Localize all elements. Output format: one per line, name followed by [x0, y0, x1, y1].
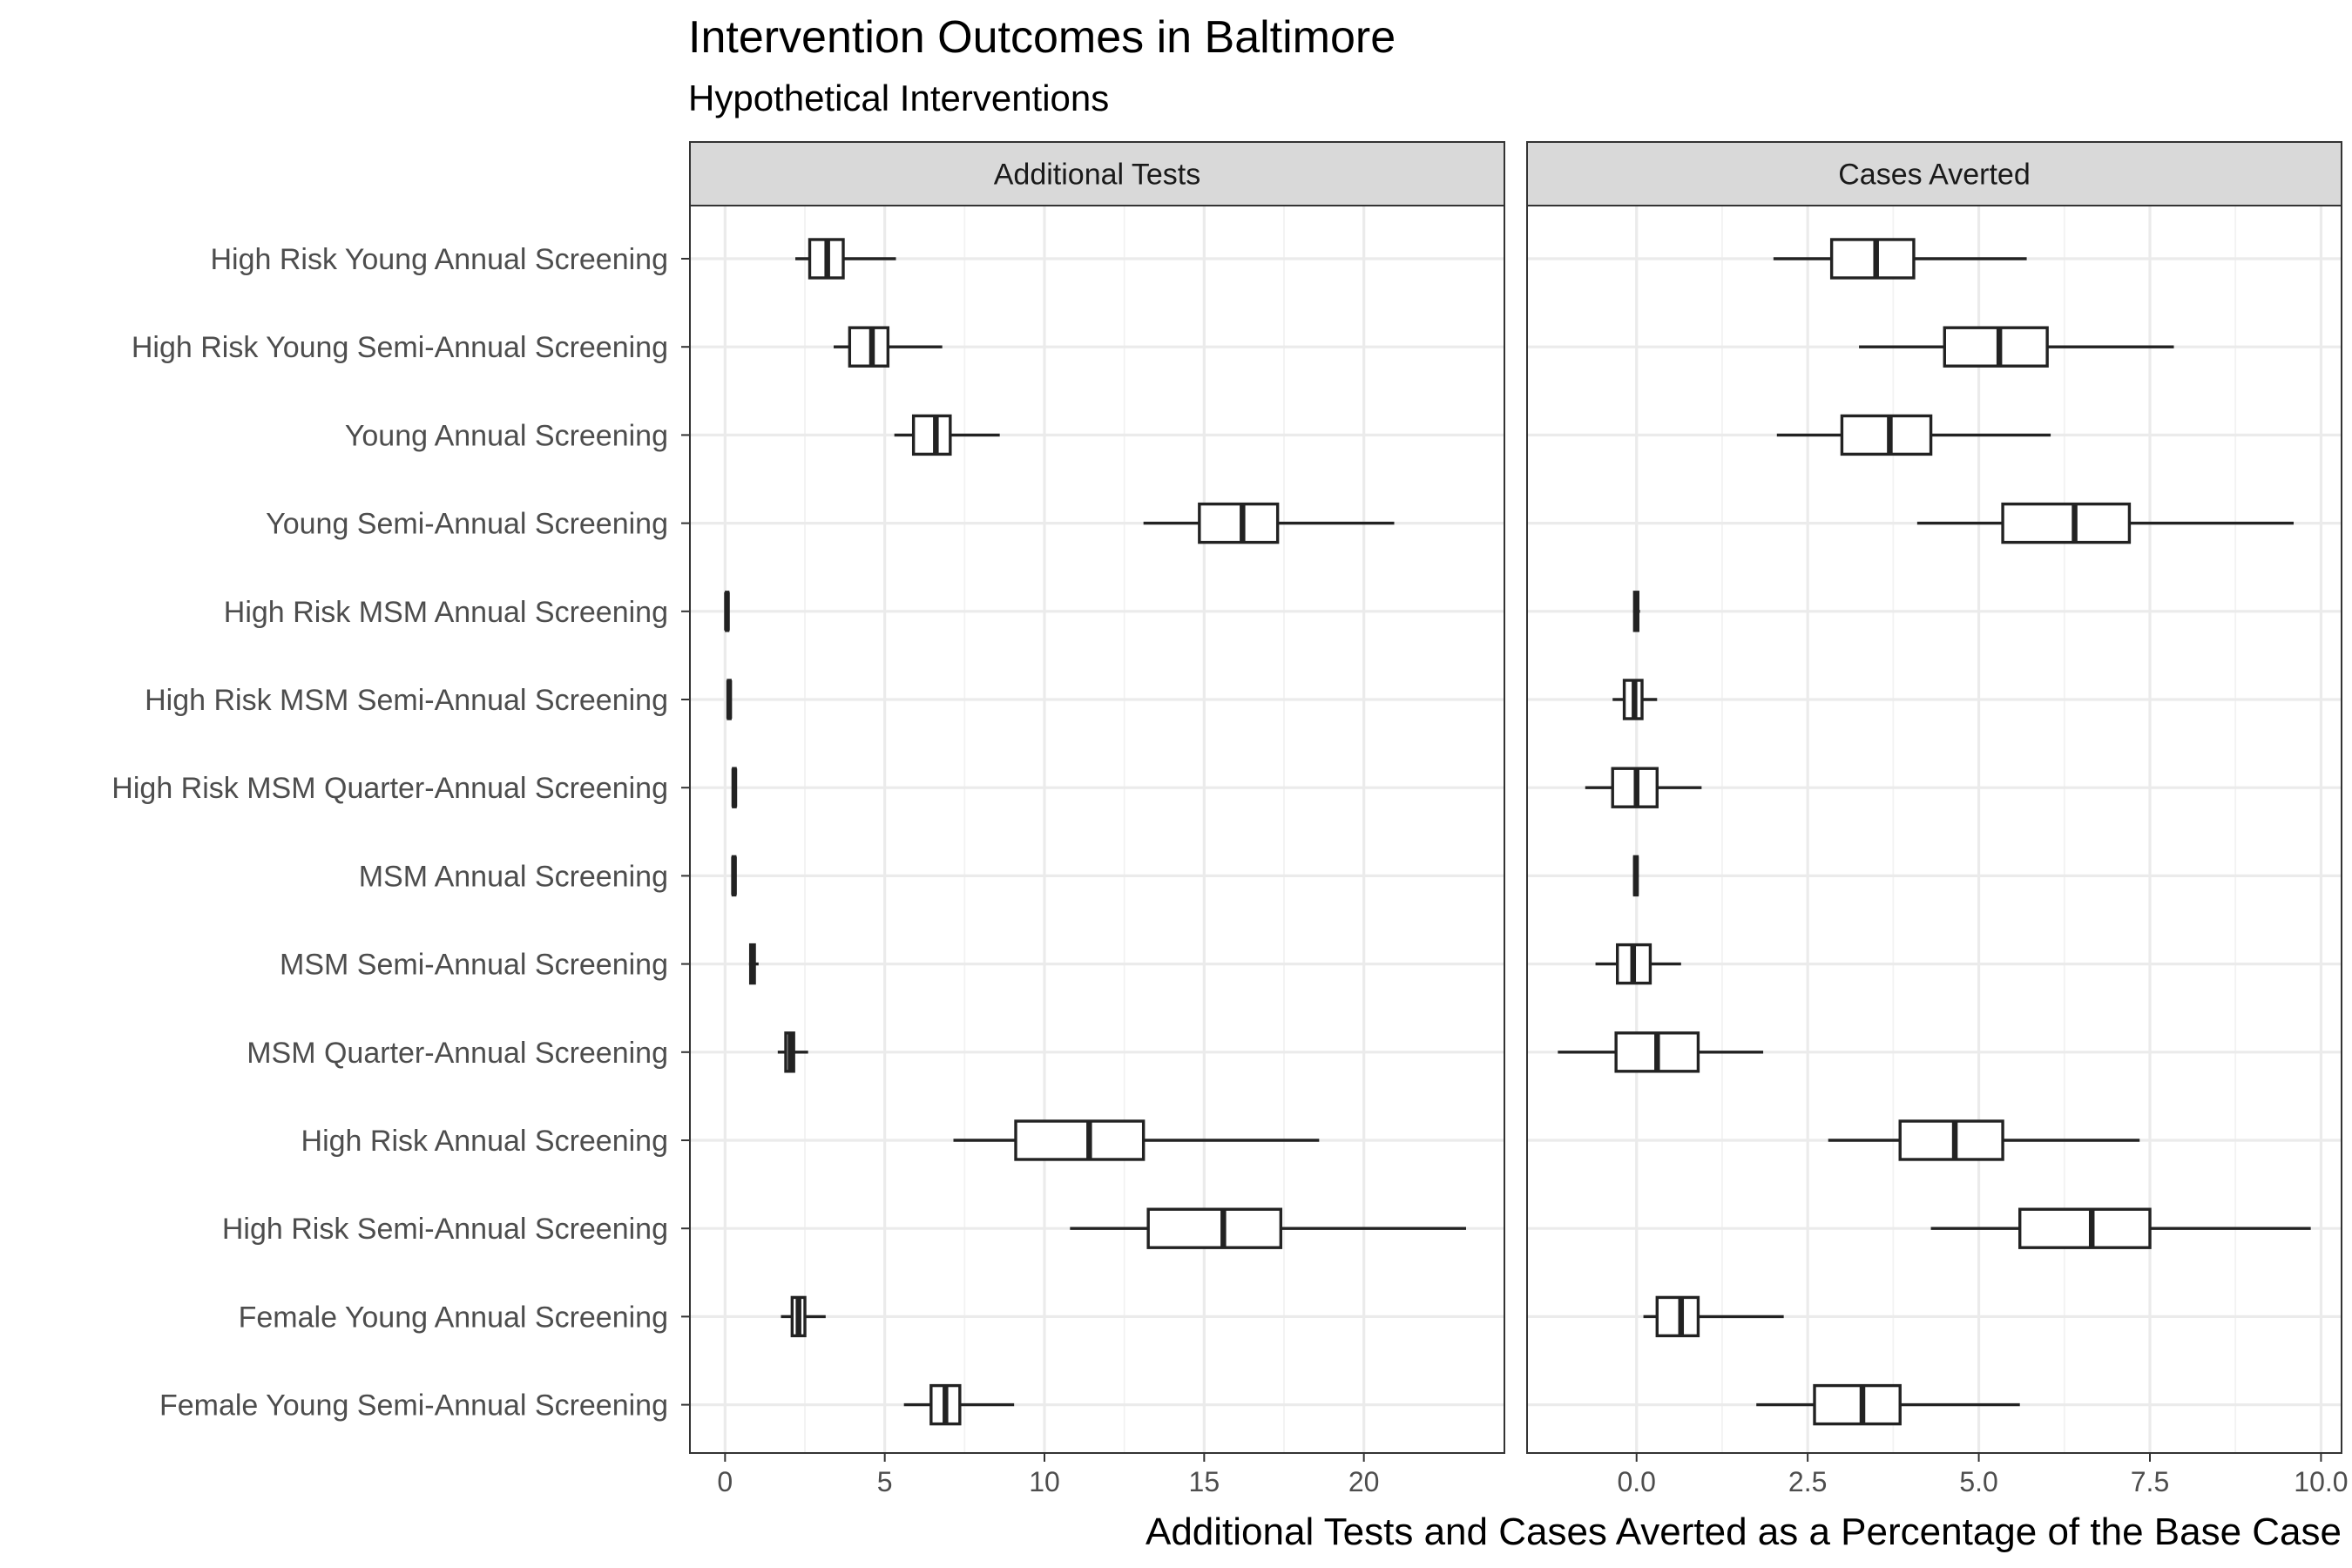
- category-label: High Risk Semi-Annual Screening: [222, 1213, 668, 1246]
- box-8: [731, 855, 737, 897]
- box-iqr: [1943, 326, 2049, 368]
- category-label: MSM Quarter-Annual Screening: [247, 1037, 668, 1070]
- category-label: Young Annual Screening: [345, 419, 668, 452]
- x-axis-title: Additional Tests and Cases Averted as a …: [1146, 1511, 2342, 1553]
- box-iqr: [1840, 414, 1933, 456]
- panels: Additional Tests 0 5 10 15 20 Cases Averted 0.0…: [689, 141, 2349, 1497]
- box-9: [1595, 943, 1681, 985]
- box-iqr: [1198, 502, 1280, 544]
- chart-title: Intervention Outcomes in Baltimore: [688, 12, 1396, 63]
- box-2: [834, 326, 943, 368]
- x-tick-label: 5: [877, 1466, 893, 1497]
- panel-1: Additional Tests 0 5 10 15 20: [689, 141, 1505, 1497]
- box-2: [1859, 326, 2174, 368]
- box-iqr: [2001, 502, 2132, 544]
- x-tick-label: 7.5: [2131, 1466, 2169, 1497]
- box-7: [1585, 767, 1702, 808]
- category-label: High Risk Young Annual Screening: [211, 243, 669, 276]
- x-tick-label: 10.0: [2294, 1466, 2348, 1497]
- box-iqr: [1813, 1383, 1902, 1426]
- category-label: Female Young Semi-Annual Screening: [159, 1389, 668, 1423]
- category-label: High Risk Young Semi-Annual Screening: [132, 331, 668, 364]
- strip-label: Cases Averted: [1838, 159, 2031, 192]
- box-7: [731, 767, 738, 808]
- box-6: [1612, 679, 1658, 720]
- strip-background: [1526, 141, 2342, 206]
- box-iqr: [2018, 1207, 2152, 1249]
- panel-2: Cases Averted 0.0 2.5 5.0 7.5 10.0: [1526, 141, 2349, 1497]
- box-1: [1773, 238, 2027, 280]
- box-1: [795, 238, 896, 280]
- box-4: [1916, 502, 2294, 544]
- panel-border: [1526, 205, 2342, 1454]
- category-labels: High Risk Young Annual Screening High Ris…: [112, 243, 690, 1423]
- category-label: High Risk MSM Quarter-Annual Screening: [112, 772, 668, 805]
- box-iqr: [1655, 1295, 1700, 1338]
- strip-background: [689, 141, 1505, 206]
- box-6: [726, 679, 733, 720]
- box-11: [1828, 1119, 2140, 1161]
- box-10: [1558, 1031, 1764, 1073]
- box-iqr: [848, 326, 890, 368]
- category-label: MSM Semi-Annual Screening: [280, 949, 668, 982]
- box-5: [724, 591, 730, 632]
- box-13: [781, 1295, 826, 1338]
- x-tick-label: 20: [1348, 1466, 1380, 1497]
- x-tick-label: 10: [1029, 1466, 1060, 1497]
- box-13: [1643, 1295, 1784, 1338]
- box-5: [1632, 591, 1640, 632]
- category-label: High Risk Annual Screening: [301, 1125, 668, 1158]
- category-label: High Risk MSM Semi-Annual Screening: [145, 684, 668, 717]
- chart-subtitle: Hypothetical Interventions: [688, 78, 1109, 118]
- box-iqr: [1014, 1119, 1146, 1161]
- box-14: [903, 1383, 1015, 1426]
- x-tick-label: 2.5: [1788, 1466, 1827, 1497]
- category-label: Young Semi-Annual Screening: [266, 508, 668, 541]
- category-label: Female Young Annual Screening: [239, 1301, 668, 1334]
- box-iqr: [1829, 238, 1916, 280]
- box-12: [1070, 1207, 1466, 1249]
- x-tick-label: 15: [1189, 1466, 1220, 1497]
- box-10: [777, 1031, 808, 1073]
- box-iqr: [911, 414, 952, 456]
- box-11: [953, 1119, 1320, 1161]
- strip-label: Additional Tests: [994, 159, 1201, 192]
- box-4: [1143, 502, 1395, 544]
- x-tick-label: 0.0: [1617, 1466, 1655, 1497]
- panel-border: [689, 205, 1505, 1454]
- box-8: [1632, 855, 1639, 897]
- box-3: [1776, 414, 2051, 456]
- x-tick-label: 5.0: [1959, 1466, 1997, 1497]
- box-12: [1930, 1207, 2311, 1249]
- x-tick-label: 0: [717, 1466, 733, 1497]
- box-iqr: [1898, 1119, 2004, 1161]
- category-label: High Risk MSM Annual Screening: [224, 596, 668, 629]
- box-14: [1756, 1383, 2020, 1426]
- box-3: [894, 414, 1000, 456]
- box-iqr: [1146, 1207, 1283, 1249]
- box-9: [748, 943, 759, 985]
- category-label: MSM Annual Screening: [359, 860, 668, 893]
